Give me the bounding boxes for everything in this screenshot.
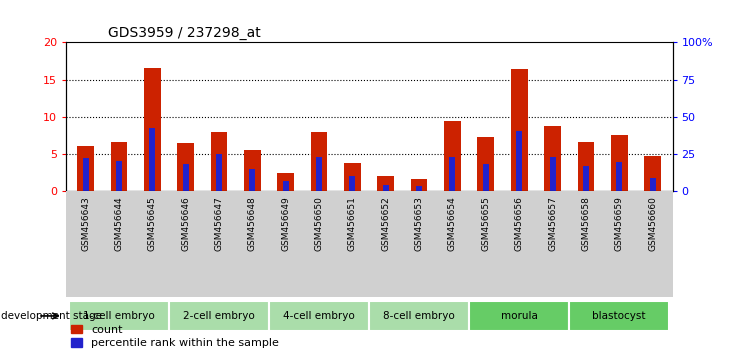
Text: GDS3959 / 237298_at: GDS3959 / 237298_at xyxy=(108,26,261,40)
Bar xyxy=(349,176,355,191)
Text: 4-cell embryo: 4-cell embryo xyxy=(284,311,355,321)
Bar xyxy=(269,301,369,331)
Bar xyxy=(483,164,489,191)
Text: GSM456648: GSM456648 xyxy=(248,196,257,251)
Bar xyxy=(216,154,222,191)
Bar xyxy=(616,162,622,191)
Bar xyxy=(66,191,673,297)
Text: GSM456649: GSM456649 xyxy=(281,196,290,251)
Text: GSM456660: GSM456660 xyxy=(648,196,657,251)
Bar xyxy=(244,149,261,191)
Bar xyxy=(511,69,528,191)
Text: GSM456645: GSM456645 xyxy=(148,196,157,251)
Bar xyxy=(116,161,122,191)
Bar xyxy=(516,131,522,191)
Bar xyxy=(369,301,469,331)
Text: development stage: development stage xyxy=(1,311,102,321)
Bar xyxy=(278,172,294,191)
Text: 2-cell embryo: 2-cell embryo xyxy=(183,311,255,321)
Bar xyxy=(611,135,627,191)
Text: blastocyst: blastocyst xyxy=(592,311,646,321)
Text: GSM456657: GSM456657 xyxy=(548,196,557,251)
Text: GSM456650: GSM456650 xyxy=(314,196,324,251)
Bar xyxy=(211,132,227,191)
Bar xyxy=(444,121,461,191)
Bar xyxy=(283,181,289,191)
Bar xyxy=(377,176,394,191)
Bar xyxy=(149,128,156,191)
Bar xyxy=(583,166,589,191)
Bar xyxy=(577,142,594,191)
Bar xyxy=(249,169,255,191)
Bar xyxy=(450,157,455,191)
Bar xyxy=(469,301,569,331)
Bar xyxy=(569,301,669,331)
Bar xyxy=(83,158,88,191)
Bar xyxy=(477,137,494,191)
Bar xyxy=(544,126,561,191)
Bar xyxy=(411,178,428,191)
Bar xyxy=(183,164,189,191)
Bar xyxy=(77,146,94,191)
Bar xyxy=(383,185,389,191)
Text: 1-cell embryo: 1-cell embryo xyxy=(83,311,155,321)
Bar xyxy=(69,301,169,331)
Bar xyxy=(650,178,656,191)
Text: GSM456647: GSM456647 xyxy=(215,196,224,251)
Text: GSM456646: GSM456646 xyxy=(181,196,190,251)
Legend: count, percentile rank within the sample: count, percentile rank within the sample xyxy=(72,325,279,348)
Text: GSM456653: GSM456653 xyxy=(414,196,424,251)
Bar xyxy=(316,157,322,191)
Text: GSM456655: GSM456655 xyxy=(481,196,491,251)
Text: GSM456651: GSM456651 xyxy=(348,196,357,251)
Text: GSM456656: GSM456656 xyxy=(515,196,523,251)
Bar xyxy=(644,156,661,191)
Bar xyxy=(416,186,423,191)
Text: GSM456654: GSM456654 xyxy=(448,196,457,251)
Bar xyxy=(169,301,269,331)
Text: GSM456658: GSM456658 xyxy=(581,196,591,251)
Text: GSM456644: GSM456644 xyxy=(115,196,124,251)
Text: GSM456659: GSM456659 xyxy=(615,196,624,251)
Bar xyxy=(550,157,556,191)
Bar xyxy=(344,163,361,191)
Bar xyxy=(178,143,194,191)
Bar xyxy=(311,132,327,191)
Text: GSM456643: GSM456643 xyxy=(81,196,91,251)
Text: 8-cell embryo: 8-cell embryo xyxy=(383,311,455,321)
Bar xyxy=(144,69,161,191)
Text: morula: morula xyxy=(501,311,537,321)
Text: GSM456652: GSM456652 xyxy=(382,196,390,251)
Bar xyxy=(111,142,127,191)
